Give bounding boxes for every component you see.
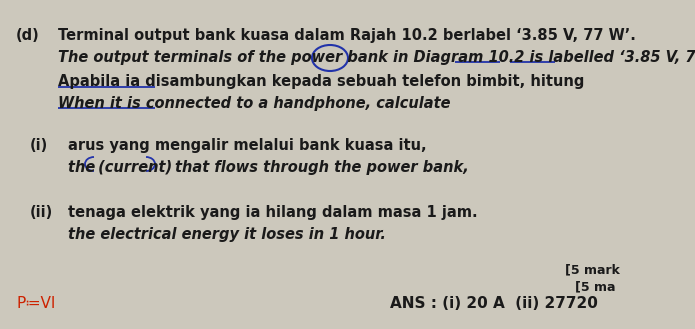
- Text: [5 ma: [5 ma: [575, 280, 616, 293]
- Text: the (current) that flows through the power bank,: the (current) that flows through the pow…: [68, 160, 468, 175]
- Text: (ii): (ii): [30, 205, 54, 220]
- Text: Apabila ia disambungkan kepada sebuah telefon bimbit, hitung: Apabila ia disambungkan kepada sebuah te…: [58, 74, 584, 89]
- Text: arus yang mengalir melalui bank kuasa itu,: arus yang mengalir melalui bank kuasa it…: [68, 138, 427, 153]
- Text: Terminal output bank kuasa dalam Rajah 10.2 berlabel ‘3.85 V, 77 W’.: Terminal output bank kuasa dalam Rajah 1…: [58, 28, 636, 43]
- Text: [5 mark: [5 mark: [565, 263, 620, 276]
- Text: the electrical energy it loses in 1 hour.: the electrical energy it loses in 1 hour…: [68, 227, 386, 242]
- Text: tenaga elektrik yang ia hilang dalam masa 1 jam.: tenaga elektrik yang ia hilang dalam mas…: [68, 205, 477, 220]
- Text: (i): (i): [30, 138, 48, 153]
- Text: The output terminals of the power bank in Diagram 10.2 is labelled ‘3.85 V, 77 W: The output terminals of the power bank i…: [58, 50, 695, 65]
- Text: ANS : (i) 20 A  (ii) 27720: ANS : (i) 20 A (ii) 27720: [390, 296, 598, 311]
- Text: P≔VI: P≔VI: [16, 296, 56, 311]
- Text: When it is connected to a handphone, calculate: When it is connected to a handphone, cal…: [58, 96, 450, 111]
- Text: (d): (d): [16, 28, 40, 43]
